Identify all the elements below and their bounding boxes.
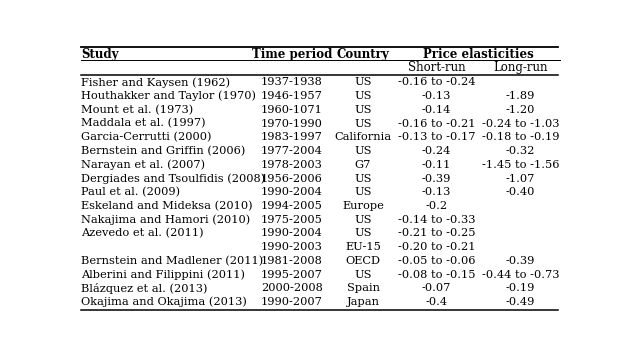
Text: Okajima and Okajima (2013): Okajima and Okajima (2013): [81, 297, 247, 308]
Text: 1978-2003: 1978-2003: [261, 160, 323, 170]
Text: US: US: [354, 174, 372, 183]
Text: -0.13 to -0.17: -0.13 to -0.17: [397, 132, 475, 142]
Text: Study: Study: [81, 48, 119, 61]
Text: -0.11: -0.11: [422, 160, 451, 170]
Text: Long-run: Long-run: [494, 61, 548, 74]
Text: -0.21 to -0.25: -0.21 to -0.25: [397, 229, 475, 238]
Text: 1977-2004: 1977-2004: [261, 146, 323, 156]
Text: Nakajima and Hamori (2010): Nakajima and Hamori (2010): [81, 215, 251, 225]
Text: -0.44 to -0.73: -0.44 to -0.73: [482, 270, 560, 280]
Text: -0.05 to -0.06: -0.05 to -0.06: [397, 256, 475, 266]
Text: 1990-2004: 1990-2004: [261, 229, 323, 238]
Text: Blázquez et al. (2013): Blázquez et al. (2013): [81, 283, 208, 294]
Text: 1981-2008: 1981-2008: [261, 256, 323, 266]
Text: Price elasticities: Price elasticities: [423, 48, 534, 61]
Text: -0.14 to -0.33: -0.14 to -0.33: [397, 215, 475, 225]
Text: US: US: [354, 215, 372, 225]
Text: 1975-2005: 1975-2005: [261, 215, 323, 225]
Text: Garcia-Cerrutti (2000): Garcia-Cerrutti (2000): [81, 132, 212, 142]
Text: -0.13: -0.13: [422, 91, 451, 101]
Text: US: US: [354, 77, 372, 87]
Text: California: California: [335, 132, 392, 142]
Text: Bernstein and Madlener (2011): Bernstein and Madlener (2011): [81, 256, 264, 266]
Text: Azevedo et al. (2011): Azevedo et al. (2011): [81, 228, 204, 239]
Text: -0.19: -0.19: [506, 284, 535, 293]
Text: Mount et al. (1973): Mount et al. (1973): [81, 105, 194, 115]
Text: US: US: [354, 229, 372, 238]
Text: -0.49: -0.49: [506, 297, 535, 307]
Text: -0.32: -0.32: [506, 146, 535, 156]
Text: 2000-2008: 2000-2008: [261, 284, 323, 293]
Text: US: US: [354, 91, 372, 101]
Text: US: US: [354, 187, 372, 197]
Text: -0.39: -0.39: [506, 256, 535, 266]
Text: -0.39: -0.39: [422, 174, 451, 183]
Text: -0.24: -0.24: [422, 146, 451, 156]
Text: EU-15: EU-15: [345, 242, 381, 252]
Text: -0.20 to -0.21: -0.20 to -0.21: [397, 242, 475, 252]
Text: 1994-2005: 1994-2005: [261, 201, 323, 211]
Text: -0.08 to -0.15: -0.08 to -0.15: [397, 270, 475, 280]
Text: G7: G7: [355, 160, 371, 170]
Text: 1983-1997: 1983-1997: [261, 132, 323, 142]
Text: -1.45 to -1.56: -1.45 to -1.56: [482, 160, 560, 170]
Text: -0.24 to -1.03: -0.24 to -1.03: [482, 119, 560, 128]
Text: -1.89: -1.89: [506, 91, 535, 101]
Text: -0.13: -0.13: [422, 187, 451, 197]
Text: OECD: OECD: [345, 256, 381, 266]
Text: Dergiades and Tsoulfidis (2008): Dergiades and Tsoulfidis (2008): [81, 173, 266, 184]
Text: US: US: [354, 105, 372, 115]
Text: -1.20: -1.20: [506, 105, 535, 115]
Text: Japan: Japan: [347, 297, 379, 307]
Text: 1990-2003: 1990-2003: [261, 242, 323, 252]
Text: 1956-2006: 1956-2006: [261, 174, 323, 183]
Text: 1960-1071: 1960-1071: [261, 105, 323, 115]
Text: -0.4: -0.4: [425, 297, 448, 307]
Text: Alberini and Filippini (2011): Alberini and Filippini (2011): [81, 270, 245, 280]
Text: 1990-2004: 1990-2004: [261, 187, 323, 197]
Text: -0.2: -0.2: [425, 201, 448, 211]
Text: Fisher and Kaysen (1962): Fisher and Kaysen (1962): [81, 77, 230, 88]
Text: 1946-1957: 1946-1957: [261, 91, 323, 101]
Text: US: US: [354, 146, 372, 156]
Text: -0.40: -0.40: [506, 187, 535, 197]
Text: Maddala et al. (1997): Maddala et al. (1997): [81, 118, 206, 129]
Text: 1937-1938: 1937-1938: [261, 77, 323, 87]
Text: Houthakker and Taylor (1970): Houthakker and Taylor (1970): [81, 91, 256, 102]
Text: US: US: [354, 119, 372, 128]
Text: -0.16 to -0.21: -0.16 to -0.21: [397, 119, 475, 128]
Text: 1990-2007: 1990-2007: [261, 297, 323, 307]
Text: US: US: [354, 270, 372, 280]
Text: -0.07: -0.07: [422, 284, 451, 293]
Text: 1970-1990: 1970-1990: [261, 119, 323, 128]
Text: Time period: Time period: [252, 48, 332, 61]
Text: -1.07: -1.07: [506, 174, 535, 183]
Text: Europe: Europe: [342, 201, 384, 211]
Text: 1995-2007: 1995-2007: [261, 270, 323, 280]
Text: Narayan et al. (2007): Narayan et al. (2007): [81, 160, 206, 170]
Text: Eskeland and Mideksa (2010): Eskeland and Mideksa (2010): [81, 201, 253, 211]
Text: Country: Country: [337, 48, 389, 61]
Text: Bernstein and Griffin (2006): Bernstein and Griffin (2006): [81, 146, 246, 156]
Text: -0.16 to -0.24: -0.16 to -0.24: [397, 77, 475, 87]
Text: -0.14: -0.14: [422, 105, 451, 115]
Text: Spain: Spain: [347, 284, 379, 293]
Text: Paul et al. (2009): Paul et al. (2009): [81, 187, 181, 197]
Text: Short-run: Short-run: [407, 61, 465, 74]
Text: -0.18 to -0.19: -0.18 to -0.19: [482, 132, 560, 142]
